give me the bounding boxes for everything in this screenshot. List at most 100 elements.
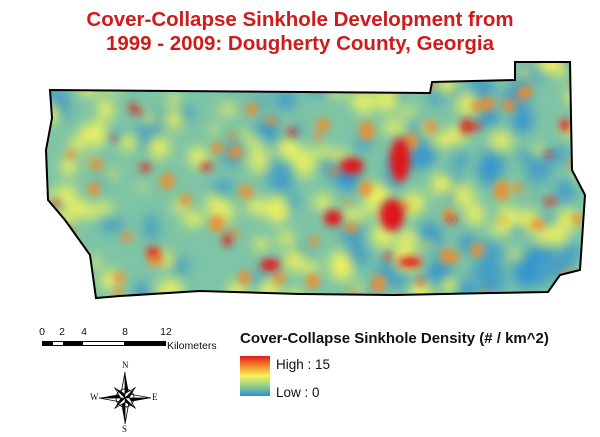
density-blob xyxy=(328,168,341,175)
density-blob xyxy=(77,125,97,142)
density-hotspot xyxy=(560,119,570,131)
density-blob xyxy=(575,148,585,175)
density-blob xyxy=(359,62,383,80)
density-blob xyxy=(480,97,496,111)
density-blob xyxy=(235,131,251,140)
density-blob xyxy=(227,280,248,298)
density-blob xyxy=(218,104,237,115)
density-blob xyxy=(374,225,387,241)
density-blob xyxy=(128,102,138,114)
density-blob xyxy=(488,129,513,152)
density-blob xyxy=(238,185,254,199)
density-blob xyxy=(440,276,459,295)
density-blob xyxy=(166,93,182,106)
density-blob xyxy=(399,109,414,118)
density-blob xyxy=(70,62,93,68)
density-blob xyxy=(46,275,49,287)
density-blob xyxy=(46,107,51,117)
density-blob xyxy=(452,152,469,170)
density-blob xyxy=(419,240,434,251)
density-blob xyxy=(164,107,185,130)
density-blob xyxy=(436,128,456,151)
density-blob xyxy=(509,249,523,262)
density-blob xyxy=(247,147,269,173)
density-blob xyxy=(68,138,86,154)
compass-east-label: E xyxy=(152,392,158,402)
density-blob xyxy=(543,258,572,279)
density-blob xyxy=(139,62,159,77)
density-blob xyxy=(187,146,209,169)
density-blob xyxy=(413,270,429,281)
density-blob xyxy=(406,105,417,111)
density-blob xyxy=(246,138,262,149)
density-blob xyxy=(222,234,233,247)
density-hotspot xyxy=(380,199,404,231)
density-blob xyxy=(59,157,78,176)
density-blob xyxy=(110,135,117,140)
density-blob xyxy=(452,182,475,208)
density-blob xyxy=(277,136,299,158)
density-blob xyxy=(554,179,576,204)
density-hotspot xyxy=(398,257,422,267)
density-blob xyxy=(66,149,75,160)
density-blob xyxy=(245,103,259,116)
density-blob xyxy=(342,200,351,206)
density-blob xyxy=(77,82,91,90)
density-blob xyxy=(125,70,142,87)
density-blob xyxy=(489,224,510,236)
density-blob xyxy=(212,180,234,196)
density-blob xyxy=(486,62,510,78)
density-blob xyxy=(557,208,579,232)
legend-high-label: High : 15 xyxy=(276,357,331,372)
density-blob xyxy=(545,147,569,164)
density-blob xyxy=(101,76,113,87)
density-hotspot xyxy=(390,138,410,182)
density-blob xyxy=(294,154,315,178)
density-blob xyxy=(282,247,307,272)
density-blob xyxy=(414,139,437,168)
density-blob xyxy=(502,99,516,112)
legend-color-ramp xyxy=(240,356,270,396)
scale-tick-label: 8 xyxy=(122,326,128,338)
density-hotspot xyxy=(340,158,364,174)
density-blob xyxy=(160,173,175,190)
map-title: Cover-Collapse Sinkhole Development from… xyxy=(0,8,600,56)
density-blob xyxy=(412,62,436,83)
legend-low-label: Low : 0 xyxy=(276,385,320,400)
density-blob xyxy=(140,111,157,125)
density-blob xyxy=(209,125,221,134)
scale-tick-label: 12 xyxy=(160,326,172,338)
density-blob xyxy=(266,195,289,224)
density-blob xyxy=(89,159,104,170)
density-blob xyxy=(279,121,292,132)
density-blob xyxy=(312,81,328,97)
density-blob xyxy=(573,81,584,93)
density-blob xyxy=(66,199,89,214)
scale-unit: Kilometers xyxy=(167,340,217,352)
density-blob xyxy=(525,156,552,183)
density-blob xyxy=(194,213,206,225)
density-blob xyxy=(571,214,584,225)
density-blob xyxy=(287,81,297,87)
density-blob xyxy=(341,208,364,223)
density-blob xyxy=(136,184,148,191)
density-blob xyxy=(46,245,60,271)
density-blob xyxy=(395,275,416,289)
density-blob xyxy=(77,75,98,97)
density-blob xyxy=(478,239,503,271)
density-blob xyxy=(46,285,50,298)
density-blob xyxy=(360,62,370,65)
density-blob xyxy=(228,68,246,90)
density-blob xyxy=(397,80,410,89)
density-blob xyxy=(359,121,375,141)
density-blob xyxy=(469,73,496,98)
density-blob xyxy=(575,99,585,119)
scale-bar: 0 2 4 8 12 Kilometers xyxy=(34,326,234,356)
density-blob xyxy=(446,217,458,223)
density-blob xyxy=(517,149,534,163)
density-blob xyxy=(146,246,159,257)
density-blob xyxy=(103,65,115,80)
density-blob xyxy=(135,109,143,116)
density-blob xyxy=(308,66,321,77)
density-blob xyxy=(409,279,432,298)
